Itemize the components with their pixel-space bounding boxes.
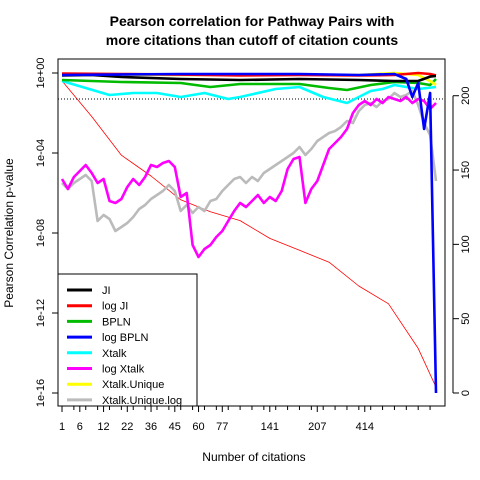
- series-line-citation-count: [61, 80, 437, 388]
- legend-entry-label: log BPLN: [102, 332, 149, 344]
- y-left-axis: 1e-16 1e-12 1e-08 1e-04 1e+00: [35, 58, 58, 407]
- x-tick-label: 207: [308, 421, 326, 433]
- x-tick-label: 414: [356, 421, 374, 433]
- y-right-tick-label: 100: [460, 235, 472, 253]
- x-axis-label: Number of citations: [202, 450, 305, 464]
- x-tick-label: 12: [97, 421, 109, 433]
- x-tick-label: 6: [77, 421, 83, 433]
- series-line-log-bpln: [61, 72, 438, 394]
- legend-entry-label: Xtalk: [102, 348, 127, 360]
- legend-entry-label: Xtalk.Unique.log: [102, 395, 182, 407]
- legend: JI log JI BPLN log BPLN Xtalk log Xtalk Xtalk.…: [57, 273, 198, 407]
- series-line-xtalk: [61, 79, 437, 105]
- y-left-tick-label: 1e-04: [35, 139, 47, 167]
- y-left-tick-label: 1e-16: [35, 379, 47, 407]
- legend-entry-label: BPLN: [102, 316, 131, 328]
- series-line-log-xtalk: [60, 95, 437, 259]
- x-axis: 1 6 12 22 36 45 60 77 141 207 414: [59, 406, 431, 433]
- y-left-tick-label: 1e-12: [35, 299, 47, 327]
- y-right-tick-label: 0: [460, 390, 472, 396]
- x-tick-label: 60: [192, 421, 204, 433]
- y-right-tick-label: 150: [460, 161, 472, 179]
- series-layer: [60, 71, 438, 394]
- x-tick-label: 1: [59, 421, 65, 433]
- chart-title-line2: more citations than cutoff of citation c…: [106, 32, 399, 48]
- legend-entry-label: log Xtalk: [102, 364, 145, 376]
- series-line-ji: [61, 73, 437, 83]
- x-tick-label: 77: [216, 421, 228, 433]
- y-right-axis: 0 50 100 150 200: [452, 87, 472, 396]
- chart-title-line1: Pearson correlation for Pathway Pairs wi…: [110, 13, 395, 29]
- legend-entry-label: log JI: [102, 301, 128, 313]
- y-left-tick-label: 1e+00: [35, 58, 47, 89]
- legend-entry-label: JI: [102, 285, 111, 297]
- x-tick-label: 22: [121, 421, 133, 433]
- series-line-xtalk-unique-log: [61, 89, 438, 233]
- x-tick-label: 45: [169, 421, 181, 433]
- x-tick-label: 36: [145, 421, 157, 433]
- y-axis-label: Pearson Correlation p-value: [2, 158, 16, 308]
- y-left-tick-label: 1e-08: [35, 219, 47, 247]
- y-right-tick-label: 200: [460, 87, 472, 105]
- y-right-tick-label: 50: [460, 313, 472, 325]
- x-tick-label: 141: [261, 421, 279, 433]
- legend-entry-label: Xtalk.Unique: [102, 379, 164, 391]
